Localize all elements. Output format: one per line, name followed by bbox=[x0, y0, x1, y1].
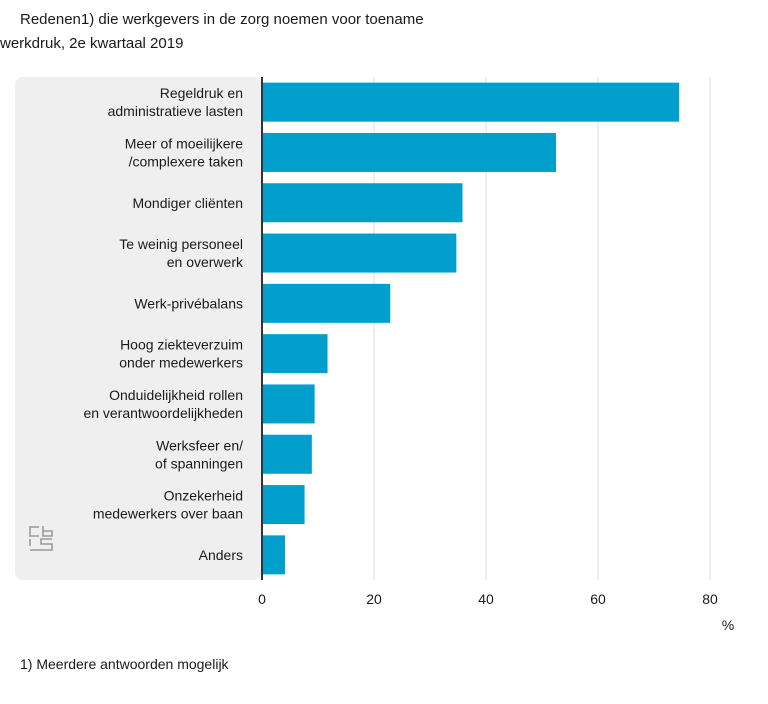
bar bbox=[262, 233, 457, 273]
category-label: medewerkers over baan bbox=[93, 506, 243, 522]
bar bbox=[262, 183, 463, 223]
bar bbox=[262, 82, 680, 122]
category-panel bbox=[15, 77, 262, 580]
x-tick-label: 20 bbox=[366, 591, 382, 607]
title-line-2: werkdruk, 2e kwartaal 2019 bbox=[0, 35, 184, 52]
chart-title: Redenen1) die werkgevers in de zorg noem… bbox=[0, 8, 560, 56]
category-label: en verantwoordelijkheden bbox=[83, 405, 243, 421]
category-label: Te weinig personeel bbox=[119, 236, 243, 252]
cbs-logo-icon bbox=[29, 526, 53, 551]
bar bbox=[262, 535, 285, 575]
category-label: Hoog ziekteverzuim bbox=[120, 337, 243, 353]
category-label: Onzekerheid bbox=[164, 488, 243, 504]
title-line-1: Redenen1) die werkgevers in de zorg noem… bbox=[20, 11, 424, 28]
category-label: Onduidelijkheid rollen bbox=[109, 387, 243, 403]
category-label: Regeldruk en bbox=[160, 85, 243, 101]
category-label: /complexere taken bbox=[129, 153, 243, 169]
bar bbox=[262, 132, 556, 172]
footnote: 1) Meerdere antwoorden mogelijk bbox=[20, 656, 229, 672]
x-tick-label: 40 bbox=[478, 591, 494, 607]
category-label: en overwerk bbox=[167, 254, 244, 270]
category-label: Werksfeer en/ bbox=[156, 437, 243, 453]
bar bbox=[262, 334, 328, 374]
category-label: Anders bbox=[199, 547, 243, 563]
x-tick-label: 60 bbox=[590, 591, 606, 607]
bar bbox=[262, 434, 312, 474]
bar bbox=[262, 384, 315, 424]
x-tick-label: 80 bbox=[702, 591, 718, 607]
category-label: administratieve lasten bbox=[108, 103, 243, 119]
bar bbox=[262, 283, 391, 323]
category-label: Werk-privébalans bbox=[134, 295, 243, 311]
bar bbox=[262, 485, 305, 525]
x-axis-unit-label: % bbox=[722, 617, 734, 633]
category-label: of spanningen bbox=[155, 455, 243, 471]
category-label: Mondiger cliënten bbox=[132, 195, 243, 211]
category-label: onder medewerkers bbox=[119, 355, 243, 371]
x-tick-label: 0 bbox=[258, 591, 266, 607]
category-label: Meer of moeilijkere bbox=[125, 135, 243, 151]
